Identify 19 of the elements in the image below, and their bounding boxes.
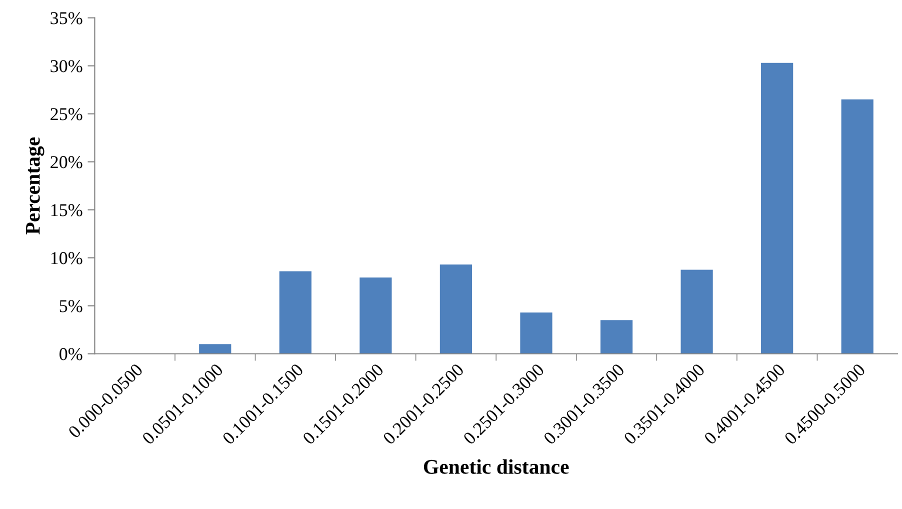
y-tick-label: 10% xyxy=(51,252,82,264)
bar xyxy=(199,344,232,354)
bar xyxy=(279,271,312,354)
bar xyxy=(841,99,874,354)
y-tick-label: 25% xyxy=(50,108,82,120)
bar xyxy=(600,320,633,354)
y-tick-label: 5% xyxy=(60,300,82,312)
bar xyxy=(761,62,794,354)
y-tick-label: 20% xyxy=(50,156,82,168)
y-tick-label: 30% xyxy=(50,60,82,72)
bar xyxy=(520,312,552,354)
bar xyxy=(360,277,392,354)
y-axis-title: Percentage xyxy=(26,137,44,234)
bar xyxy=(440,264,472,354)
bar xyxy=(680,270,713,354)
y-tick-label: 35% xyxy=(50,12,82,24)
x-axis-title: Genetic distance xyxy=(424,459,569,474)
y-tick-label: 15% xyxy=(51,204,82,216)
y-tick-label: 0% xyxy=(60,348,82,360)
